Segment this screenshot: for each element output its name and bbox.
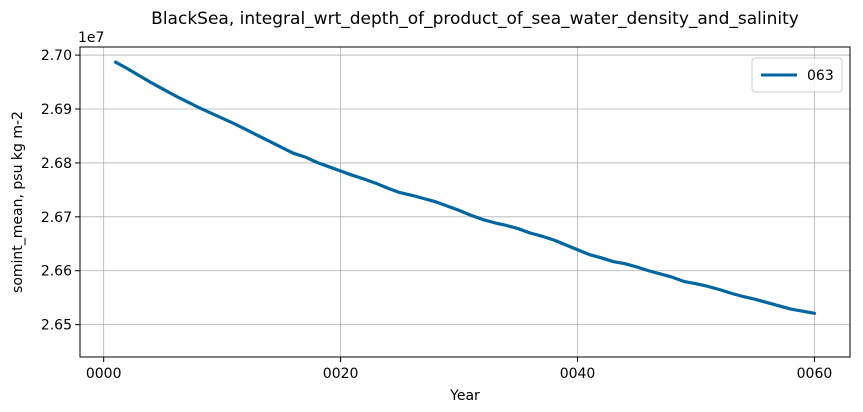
y-tick-label: 2.68 bbox=[41, 156, 72, 172]
y-tick-label: 2.70 bbox=[41, 48, 72, 64]
y-axis-label: somint_mean, psu kg m-2 bbox=[10, 111, 26, 293]
y-tick-label: 2.66 bbox=[41, 264, 72, 280]
x-tick-label: 0040 bbox=[560, 366, 596, 382]
legend-label-063: 063 bbox=[807, 68, 834, 84]
x-axis: 0000 0020 0040 0060 bbox=[86, 357, 832, 382]
y-tick-label: 2.65 bbox=[41, 318, 72, 334]
plot-frame bbox=[79, 46, 851, 358]
y-axis: 2.65 2.66 2.67 2.68 2.69 2.70 bbox=[41, 48, 80, 334]
y-tick-label: 2.69 bbox=[41, 102, 72, 118]
grid bbox=[80, 47, 850, 357]
series-layer bbox=[113, 60, 817, 315]
y-tick-label: 2.67 bbox=[41, 210, 72, 226]
chart-title: BlackSea, integral_wrt_depth_of_product_… bbox=[151, 9, 799, 29]
y-offset-label: 1e7 bbox=[78, 30, 104, 46]
series-line-063 bbox=[113, 60, 817, 315]
x-tick-label: 0000 bbox=[86, 366, 122, 382]
x-axis-label: Year bbox=[449, 388, 480, 404]
x-tick-label: 0020 bbox=[323, 366, 359, 382]
legend: 063 bbox=[751, 57, 843, 93]
x-tick-label: 0060 bbox=[797, 366, 833, 382]
